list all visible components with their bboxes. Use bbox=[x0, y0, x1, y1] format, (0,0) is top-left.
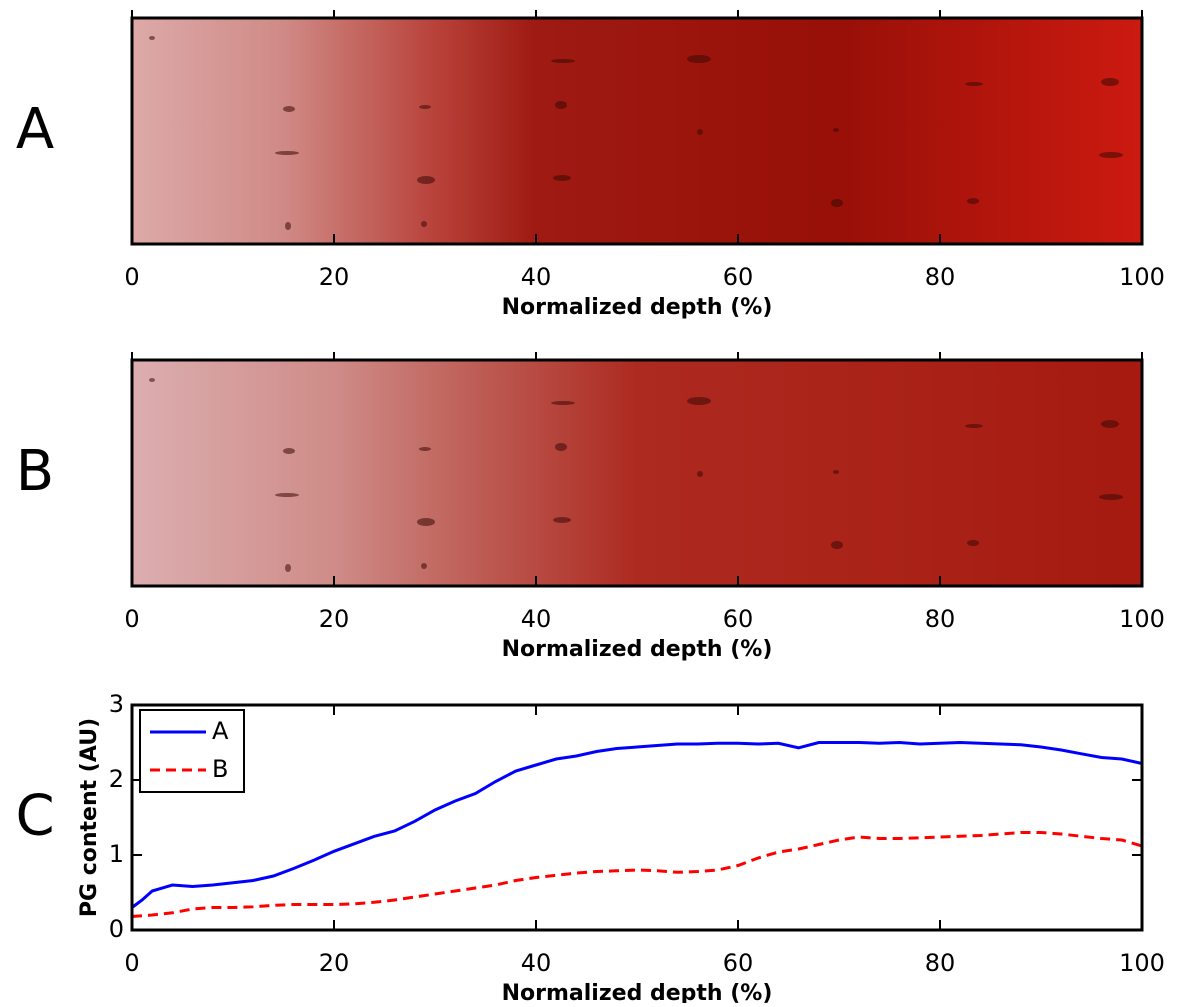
x-tick-label: 80 bbox=[925, 605, 956, 633]
cell bbox=[1101, 78, 1119, 86]
axes-frame bbox=[130, 358, 1144, 588]
x-tick-label: 100 bbox=[1119, 949, 1165, 977]
panel-letter: A bbox=[16, 97, 54, 162]
x-tick-label: 20 bbox=[319, 949, 350, 977]
x-tick-label: 80 bbox=[925, 949, 956, 977]
cell bbox=[687, 397, 711, 405]
y-tick-label: 3 bbox=[109, 690, 124, 718]
cell bbox=[551, 401, 575, 405]
cell bbox=[419, 105, 431, 109]
x-axis-label: Normalized depth (%) bbox=[502, 295, 773, 320]
cell bbox=[697, 129, 703, 135]
cell bbox=[967, 540, 979, 546]
cell bbox=[275, 151, 299, 155]
cell bbox=[417, 176, 435, 184]
cell bbox=[283, 448, 295, 454]
legend-label: B bbox=[212, 755, 228, 783]
cell bbox=[833, 128, 839, 132]
cell bbox=[1099, 152, 1123, 158]
legend-box bbox=[139, 709, 245, 793]
histology-image bbox=[132, 360, 1142, 586]
x-axis-label: Normalized depth (%) bbox=[502, 637, 773, 662]
axes-frame bbox=[130, 703, 1144, 932]
cell bbox=[687, 55, 711, 63]
cell bbox=[275, 493, 299, 497]
x-tick-label: 60 bbox=[723, 605, 754, 633]
cell bbox=[831, 541, 843, 549]
cell bbox=[419, 447, 431, 451]
x-tick-label: 60 bbox=[723, 263, 754, 291]
cell bbox=[965, 424, 983, 428]
cell bbox=[833, 470, 839, 474]
legend-label: A bbox=[212, 717, 229, 745]
axes-frame bbox=[130, 16, 1144, 246]
x-tick-label: 40 bbox=[521, 949, 552, 977]
x-tick-label: 100 bbox=[1119, 605, 1165, 633]
x-axis-label: Normalized depth (%) bbox=[502, 981, 773, 1003]
cell bbox=[283, 106, 295, 112]
cell bbox=[555, 443, 567, 451]
cell bbox=[965, 82, 983, 86]
x-tick-label: 40 bbox=[521, 605, 552, 633]
x-tick-label: 0 bbox=[124, 263, 139, 291]
x-tick-label: 20 bbox=[319, 605, 350, 633]
cell bbox=[967, 198, 979, 204]
cell bbox=[697, 471, 703, 477]
x-tick-label: 100 bbox=[1119, 263, 1165, 291]
y-axis-label: PG content (AU) bbox=[77, 718, 102, 917]
x-tick-label: 0 bbox=[124, 605, 139, 633]
x-tick-label: 80 bbox=[925, 263, 956, 291]
cell bbox=[149, 36, 155, 40]
x-tick-label: 40 bbox=[521, 263, 552, 291]
x-tick-label: 20 bbox=[319, 263, 350, 291]
histology-image bbox=[132, 18, 1142, 244]
cell bbox=[1099, 494, 1123, 500]
series-line bbox=[131, 740, 1143, 909]
cell bbox=[149, 378, 155, 382]
y-tick-label: 0 bbox=[109, 915, 124, 943]
x-tick-label: 0 bbox=[124, 949, 139, 977]
cell bbox=[553, 517, 571, 523]
y-tick-label: 2 bbox=[109, 765, 124, 793]
cell bbox=[551, 59, 575, 63]
cell bbox=[831, 199, 843, 207]
cell bbox=[421, 221, 427, 227]
cell bbox=[555, 101, 567, 109]
panel-letter: C bbox=[15, 784, 54, 849]
y-tick-label: 1 bbox=[109, 840, 124, 868]
series-line bbox=[131, 831, 1143, 918]
cell bbox=[285, 564, 291, 572]
panel-letter: B bbox=[16, 439, 54, 504]
cell bbox=[553, 175, 571, 181]
cell bbox=[417, 518, 435, 526]
cell bbox=[285, 222, 291, 230]
cell bbox=[1101, 420, 1119, 428]
cell bbox=[421, 563, 427, 569]
x-tick-label: 60 bbox=[723, 949, 754, 977]
